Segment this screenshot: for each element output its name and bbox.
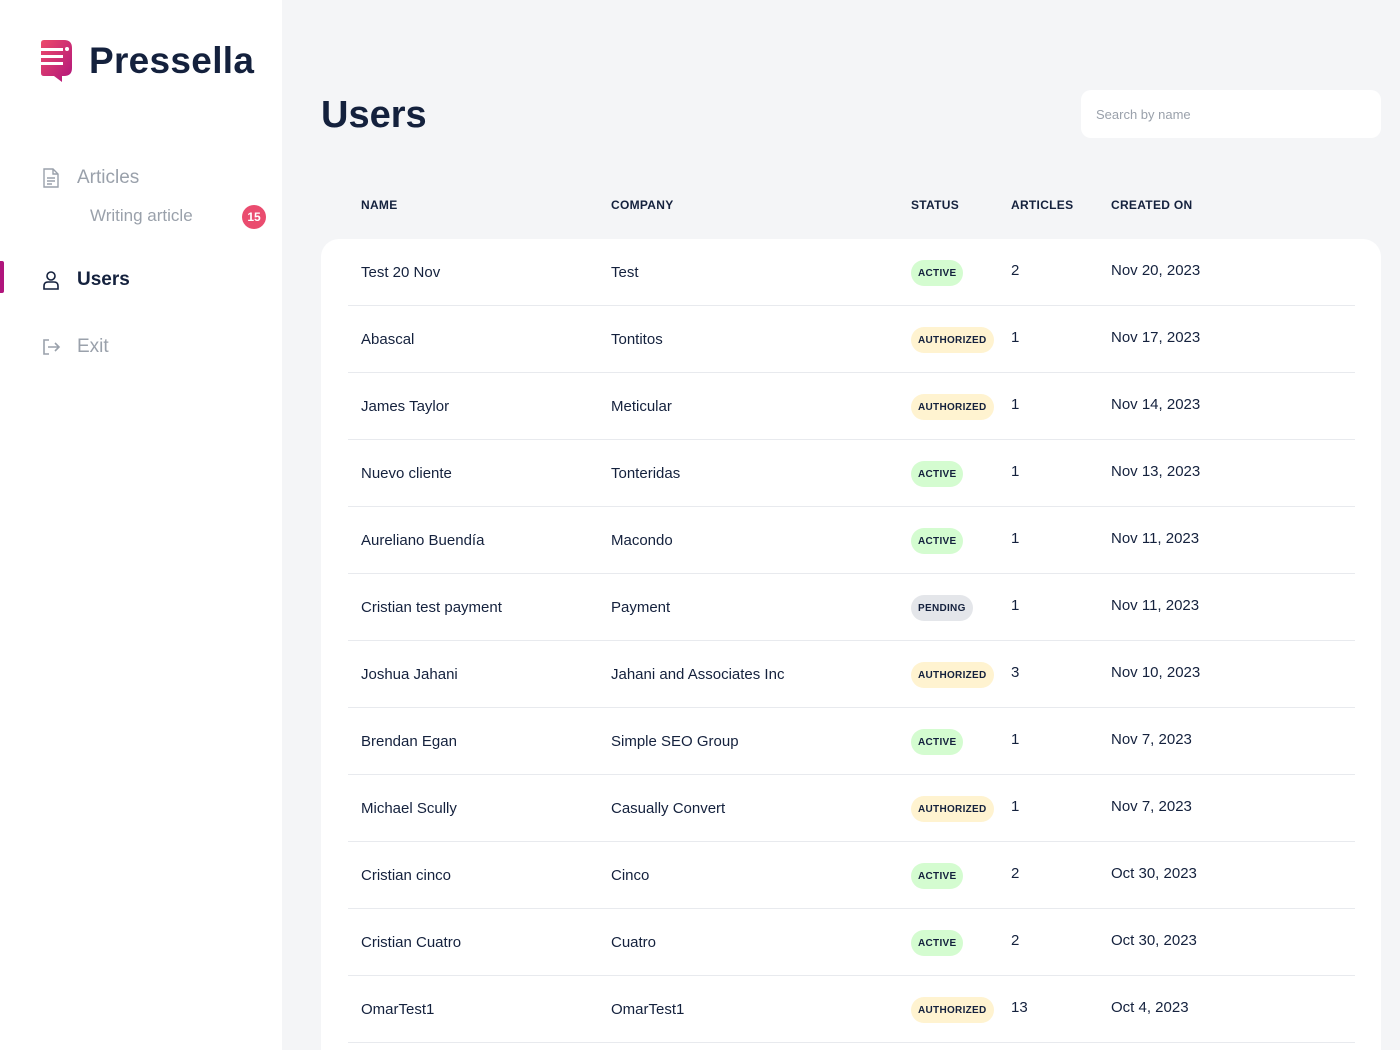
status-badge: AUTHORIZED	[911, 796, 994, 822]
articles-count: 2	[1011, 865, 1020, 882]
articles-count: 3	[1011, 664, 1020, 681]
created-on-date: Oct 30, 2023	[1111, 932, 1197, 949]
status-badge: AUTHORIZED	[911, 327, 994, 353]
created-on-date: Nov 7, 2023	[1111, 731, 1192, 748]
user-name[interactable]: Cristian Cuatro	[361, 934, 462, 951]
column-header-company[interactable]: COMPANY	[611, 198, 674, 212]
status-badge: AUTHORIZED	[911, 662, 994, 688]
document-icon	[43, 168, 59, 188]
search-input[interactable]	[1081, 90, 1381, 138]
articles-count: 1	[1011, 329, 1020, 346]
sidebar-subitem-writing-article[interactable]: Writing article	[90, 206, 193, 225]
user-icon	[43, 271, 59, 290]
column-header-articles[interactable]: ARTICLES	[1011, 198, 1074, 212]
pressella-logo-icon	[41, 40, 72, 82]
company-name: Cuatro	[611, 934, 657, 951]
status-badge: PENDING	[911, 595, 973, 621]
brand-name: Pressella	[89, 40, 255, 81]
table-row[interactable]: Aureliano Buendía Macondo ACTIVE 1 Nov 11, 2…	[321, 507, 1381, 574]
created-on-date: Nov 13, 2023	[1111, 463, 1201, 480]
table-row[interactable]: Michael Scully Casually Convert AUTHORIZED…	[321, 775, 1381, 842]
user-name[interactable]: Michael Scully	[361, 800, 457, 817]
table-row[interactable]: OmarTest1 OmarTest1 AUTHORIZED 13 Oct 4, 202…	[321, 976, 1381, 1043]
status-badge: ACTIVE	[911, 930, 964, 956]
created-on-date: Nov 17, 2023	[1111, 329, 1201, 346]
status-badge: ACTIVE	[911, 863, 964, 889]
status-badge: ACTIVE	[911, 461, 964, 487]
status-badge: ACTIVE	[911, 528, 964, 554]
created-on-date: Nov 10, 2023	[1111, 664, 1201, 681]
table-row[interactable]: Cristian Cuatro Cuatro ACTIVE 2 Oct 30, 2023	[321, 909, 1381, 976]
user-name[interactable]: OmarTest1	[361, 1001, 435, 1018]
articles-count: 1	[1011, 463, 1020, 480]
created-on-date: Nov 11, 2023	[1111, 530, 1200, 547]
articles-count: 2	[1011, 262, 1020, 279]
articles-count: 1	[1011, 731, 1020, 748]
articles-count: 13	[1011, 999, 1028, 1016]
company-name: Test	[611, 264, 639, 281]
company-name: Meticular	[611, 398, 672, 415]
user-name[interactable]: Cristian test payment	[361, 599, 502, 616]
user-name[interactable]: Test 20 Nov	[361, 264, 441, 281]
user-name[interactable]: Joshua Jahani	[361, 666, 458, 683]
users-table: Test 20 Nov Test ACTIVE 2 Nov 20, 2023 Abasca…	[321, 239, 1381, 1050]
created-on-date: Nov 7, 2023	[1111, 798, 1192, 815]
sidebar-item-label: Exit	[77, 336, 109, 357]
created-on-date: Nov 14, 2023	[1111, 396, 1201, 413]
table-row[interactable]: Nuevo cliente Tonteridas ACTIVE 1 Nov 13, 20…	[321, 440, 1381, 507]
status-badge: ACTIVE	[911, 260, 964, 286]
column-header-created-on[interactable]: CREATED ON	[1111, 198, 1193, 212]
table-row[interactable]: Abascal Tontitos AUTHORIZED 1 Nov 17, 2023	[321, 306, 1381, 373]
company-name: Payment	[611, 599, 671, 616]
company-name: Tontitos	[611, 331, 663, 348]
articles-count: 1	[1011, 396, 1020, 413]
status-badge: AUTHORIZED	[911, 394, 994, 420]
company-name: Cinco	[611, 867, 650, 884]
company-name: Jahani and Associates Inc	[611, 666, 785, 683]
sidebar-item-label: Articles	[77, 167, 140, 188]
company-name: Tonteridas	[611, 465, 681, 482]
writing-article-count-badge: 15	[242, 205, 266, 229]
sidebar-item-users[interactable]: Users	[0, 260, 282, 300]
table-row[interactable]: James Taylor Meticular AUTHORIZED 1 Nov 14, …	[321, 373, 1381, 440]
page-title: Users	[321, 94, 427, 136]
logout-icon	[43, 339, 61, 355]
column-header-name[interactable]: NAME	[361, 198, 398, 212]
user-name[interactable]: Aureliano Buendía	[361, 532, 485, 549]
articles-count: 1	[1011, 530, 1020, 547]
sidebar-item-exit[interactable]: Exit	[0, 327, 282, 367]
user-name[interactable]: Nuevo cliente	[361, 465, 452, 482]
table-row[interactable]: Test 20 Nov Test ACTIVE 2 Nov 20, 2023	[321, 239, 1381, 306]
created-on-date: Nov 11, 2023	[1111, 597, 1200, 614]
company-name: Casually Convert	[611, 800, 726, 817]
articles-count: 2	[1011, 932, 1020, 949]
brand-logo[interactable]: Pressella	[40, 38, 254, 84]
column-header-status[interactable]: STATUS	[911, 198, 960, 212]
created-on-date: Oct 30, 2023	[1111, 865, 1197, 882]
created-on-date: Oct 4, 2023	[1111, 999, 1189, 1016]
sidebar-item-label: Users	[77, 269, 130, 290]
company-name: OmarTest1	[611, 1001, 685, 1018]
articles-count: 1	[1011, 798, 1020, 815]
table-row[interactable]: Joshua Jahani Jahani and Associates Inc AU…	[321, 641, 1381, 708]
sidebar-item-articles[interactable]: Articles	[0, 158, 282, 198]
status-badge: ACTIVE	[911, 729, 964, 755]
user-name[interactable]: James Taylor	[361, 398, 450, 415]
created-on-date: Nov 20, 2023	[1111, 262, 1201, 279]
user-name[interactable]: Cristian cinco	[361, 867, 452, 884]
company-name: Macondo	[611, 532, 673, 549]
user-name[interactable]: Abascal	[361, 331, 415, 348]
company-name: Simple SEO Group	[611, 733, 739, 750]
table-row[interactable]: Cristian test payment Payment PENDING 1 Nov …	[321, 574, 1381, 641]
status-badge: AUTHORIZED	[911, 997, 994, 1023]
table-row[interactable]: Brendan Egan Simple SEO Group ACTIVE 1 Nov 7…	[321, 708, 1381, 775]
table-row[interactable]: Cristian cinco Cinco ACTIVE 2 Oct 30, 2023	[321, 842, 1381, 909]
user-name[interactable]: Brendan Egan	[361, 733, 457, 750]
articles-count: 1	[1011, 597, 1020, 614]
sidebar: Pressella Articles Writing article 15 Us…	[0, 0, 282, 1050]
